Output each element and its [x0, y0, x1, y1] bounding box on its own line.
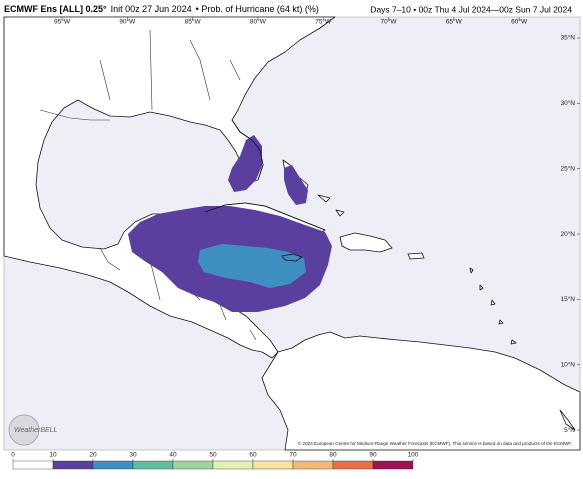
colorbar-segment [132, 460, 174, 470]
lon-label: 85°W [185, 18, 202, 26]
lat-label: 35°N [560, 34, 575, 42]
probability-20-30 [198, 244, 306, 288]
colorbar-label: 40 [169, 452, 177, 459]
colorbar-label: 0 [11, 452, 15, 459]
lon-label: 95°W [54, 18, 71, 26]
colorbar-label: 70 [289, 452, 297, 459]
map: 95°W 90°W 85°W 80°W 75°W 70°W 65°W 60°W 35°N 30°… [3, 16, 581, 451]
colorbar-segment [372, 460, 414, 470]
logo-badge [8, 414, 40, 446]
colorbar-label: 20 [89, 452, 97, 459]
lon-label: 65°W [446, 18, 463, 26]
product-name: • Prob. of Hurricane (64 kt) (%) [196, 4, 319, 14]
cuba-outline-overlay [204, 119, 326, 262]
init-time: Init 00z 27 Jun 2024 [111, 4, 192, 14]
colorbar-segment [332, 460, 374, 470]
lon-label: 80°W [250, 18, 267, 26]
lon-label: 60°W [511, 18, 528, 26]
longitude-labels: 95°W 90°W 85°W 80°W 75°W 70°W 65°W 60°W [54, 17, 528, 26]
colorbar-segment [292, 460, 334, 470]
colorbar-segment [52, 460, 94, 470]
model-title: ECMWF Ens [ALL] 0.25° [4, 4, 107, 14]
colorbar-label: 30 [129, 452, 137, 459]
colorbar-segment [92, 460, 134, 470]
colorbar: 0 10 20 30 40 50 60 70 80 90 100 [11, 452, 419, 470]
colorbar-label: 80 [329, 452, 337, 459]
colorbar-label: 10 [49, 452, 57, 459]
lat-label: 15°N [560, 295, 575, 303]
colorbar-label: 100 [408, 452, 419, 459]
lon-label: 75°W [315, 18, 332, 26]
lesser-antilles [469, 267, 576, 431]
colorbar-segment [172, 460, 214, 470]
lat-label: 25°N [560, 164, 575, 172]
copyright: © 2024 European Centre for Medium-Range … [298, 440, 572, 446]
lat-label: 5°N [564, 426, 575, 434]
lon-label: 70°W [381, 18, 398, 26]
lat-label: 10°N [560, 360, 575, 368]
latitude-labels: 35°N 30°N 25°N 20°N 15°N 10°N 5°N [560, 34, 580, 434]
colorbar-label: 50 [209, 452, 217, 459]
colorbar-segment [212, 460, 254, 470]
lat-label: 30°N [560, 99, 575, 107]
south-america [261, 331, 581, 451]
logo-text: WeatherBELL [14, 427, 58, 434]
header-left: ECMWF Ens [ALL] 0.25° Init 00z 27 Jun 202… [4, 4, 319, 14]
lat-label: 20°N [560, 230, 575, 238]
puerto-rico [407, 252, 425, 260]
lon-label: 90°W [119, 18, 136, 26]
colorbar-label: 90 [369, 452, 377, 459]
colorbar-label: 60 [249, 452, 257, 459]
valid-period: Days 7–10 • 00z Thu 4 Jul 2024—00z Sun 7… [370, 4, 572, 14]
colorbar-segment [12, 460, 54, 470]
colorbar-segment [252, 460, 294, 470]
hispaniola [339, 232, 393, 253]
